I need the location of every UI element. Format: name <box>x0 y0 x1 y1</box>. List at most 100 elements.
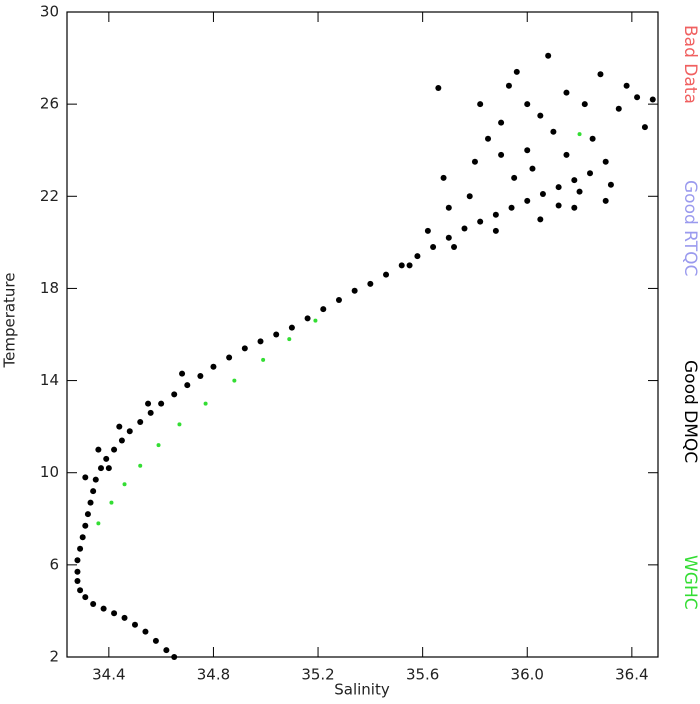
point <box>82 594 89 601</box>
point <box>203 401 208 406</box>
point <box>82 522 89 529</box>
point <box>257 338 264 345</box>
x-tick-label: 36.4 <box>615 666 648 684</box>
point <box>105 465 112 472</box>
y-tick-label: 26 <box>40 95 59 113</box>
point <box>414 253 421 260</box>
plot-frame <box>66 11 659 658</box>
point <box>445 204 452 211</box>
point <box>451 243 458 250</box>
point <box>623 82 630 89</box>
point <box>597 71 604 78</box>
point <box>116 423 123 430</box>
point <box>97 465 104 472</box>
point <box>435 85 442 92</box>
point <box>320 306 327 313</box>
point <box>602 158 609 165</box>
point <box>90 488 97 495</box>
point <box>74 577 81 584</box>
point <box>589 135 596 142</box>
point <box>74 557 81 564</box>
point <box>539 190 546 197</box>
point <box>602 197 609 204</box>
point <box>92 476 99 483</box>
point <box>641 124 648 131</box>
point <box>82 474 89 481</box>
point <box>545 52 552 59</box>
point <box>232 378 237 383</box>
point <box>79 534 86 541</box>
legend-entry: Good DMQC <box>680 360 700 463</box>
point <box>288 324 295 331</box>
point <box>430 243 437 250</box>
x-tick-label: 35.6 <box>406 666 439 684</box>
point <box>287 337 292 342</box>
point <box>145 400 152 407</box>
point <box>95 446 102 453</box>
point <box>96 521 101 526</box>
point <box>563 151 570 158</box>
point <box>537 112 544 119</box>
point <box>634 94 641 101</box>
point <box>179 370 186 377</box>
point <box>103 455 110 462</box>
point <box>498 151 505 158</box>
point <box>440 174 447 181</box>
x-tick-label: 34.8 <box>197 666 230 684</box>
point <box>576 188 583 195</box>
point <box>563 89 570 96</box>
point <box>122 482 127 487</box>
x-axis-label: Salinity <box>334 681 390 699</box>
point <box>477 218 484 225</box>
point <box>445 234 452 241</box>
y-tick-label: 18 <box>40 279 59 297</box>
point <box>649 96 656 103</box>
point <box>210 363 217 370</box>
point <box>184 382 191 389</box>
point <box>100 605 107 612</box>
point <box>171 391 178 398</box>
point <box>241 345 248 352</box>
x-tick-label: 36.0 <box>511 666 544 684</box>
point <box>118 437 125 444</box>
point <box>524 197 531 204</box>
y-axis-label: Temperature <box>1 272 19 368</box>
point <box>121 614 128 621</box>
point <box>571 204 578 211</box>
point <box>471 158 478 165</box>
point <box>492 227 499 234</box>
point <box>351 287 358 294</box>
y-tick-label: 14 <box>40 371 59 389</box>
point <box>571 177 578 184</box>
point <box>615 105 622 112</box>
point <box>77 587 84 594</box>
point <box>226 354 233 361</box>
point <box>109 500 114 505</box>
point <box>550 128 557 135</box>
point <box>137 419 144 426</box>
point <box>508 204 515 211</box>
point <box>273 331 280 338</box>
point <box>406 262 413 269</box>
point <box>524 101 531 108</box>
point <box>461 225 468 232</box>
point <box>477 101 484 108</box>
point <box>152 637 159 644</box>
point <box>261 357 266 362</box>
point <box>304 315 311 322</box>
point <box>537 216 544 223</box>
point <box>90 601 97 608</box>
y-tick-label: 6 <box>49 555 59 573</box>
x-tick-label: 35.2 <box>301 666 334 684</box>
point <box>126 428 133 435</box>
point <box>577 132 582 137</box>
point <box>111 446 118 453</box>
point <box>111 610 118 617</box>
y-tick-label: 10 <box>40 463 59 481</box>
point <box>147 409 154 416</box>
point <box>313 318 318 323</box>
legend-entry: Bad Data <box>680 25 700 104</box>
point <box>87 499 94 506</box>
point <box>466 193 473 200</box>
